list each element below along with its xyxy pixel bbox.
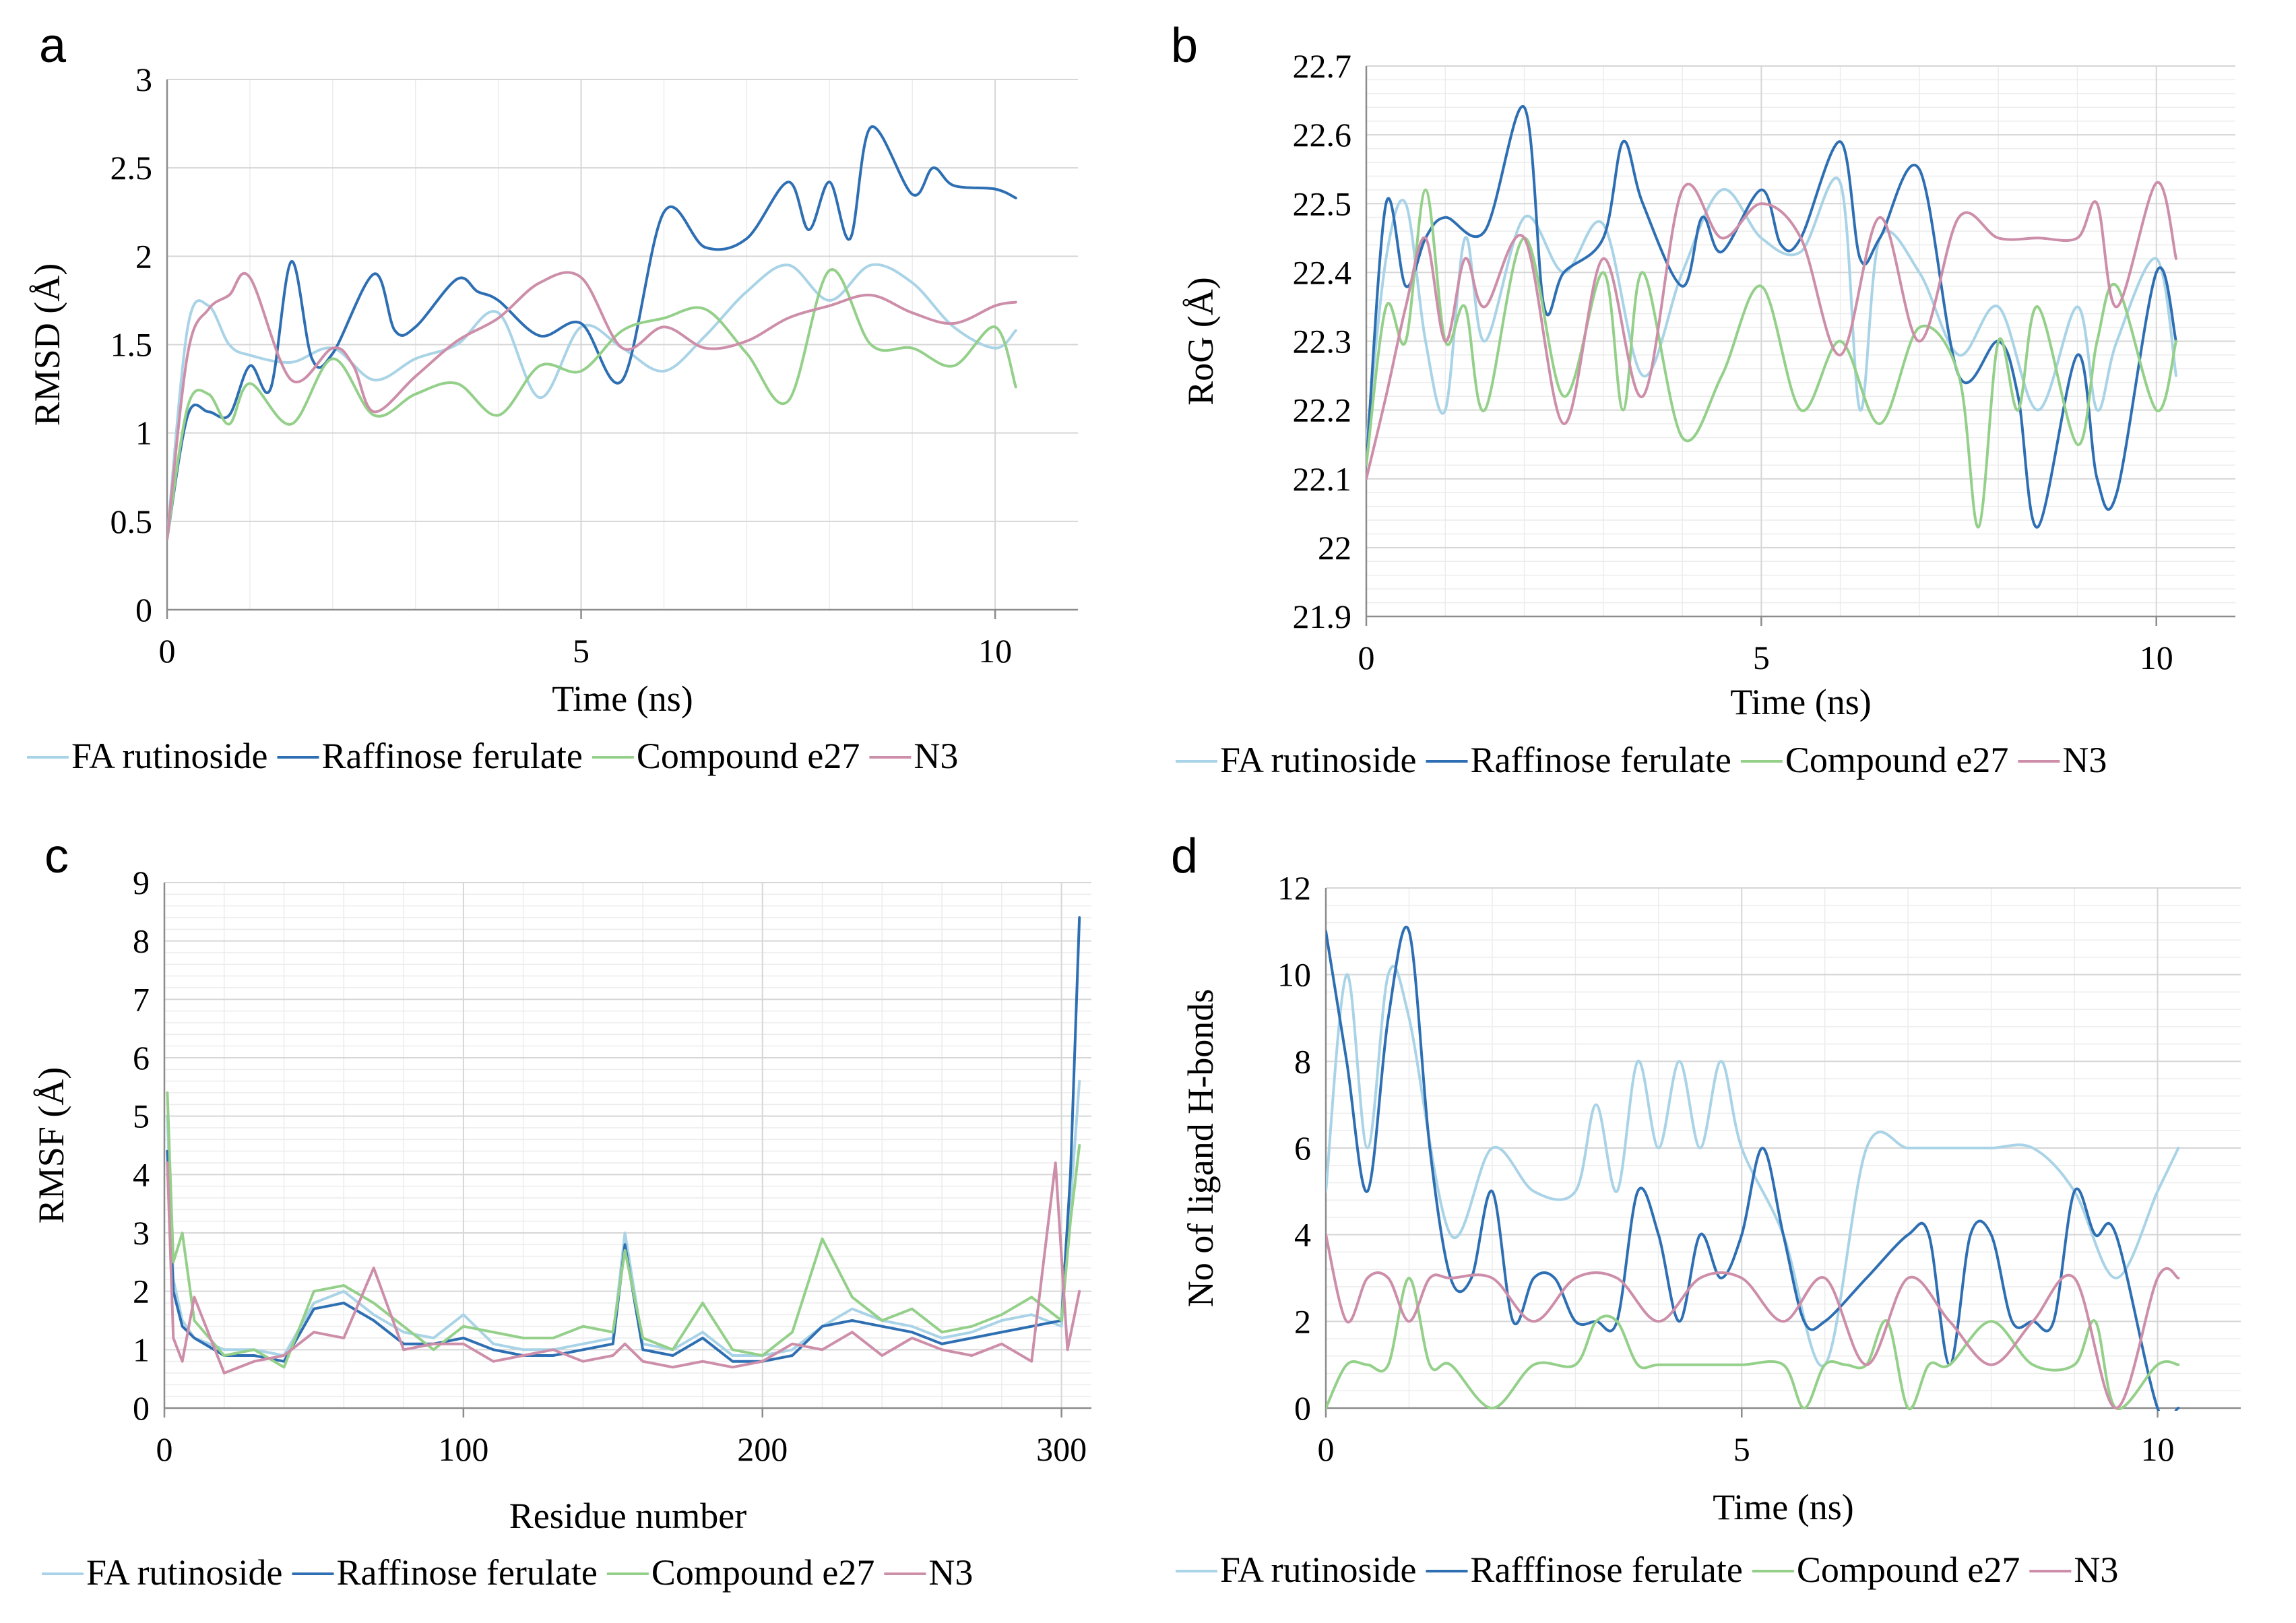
series-line-raffinose-ferulate bbox=[167, 125, 1017, 541]
series-line-n3 bbox=[1326, 1233, 2180, 1409]
series-line-fa-rutinoside bbox=[167, 263, 1017, 541]
legend-label: Compound e27 bbox=[1797, 1550, 2020, 1590]
x-tick-label: 5 bbox=[1733, 1430, 1750, 1468]
y-tick-label: 7 bbox=[133, 980, 150, 1018]
series-line-compound-e27 bbox=[1366, 188, 2177, 529]
panel-d-letter: d bbox=[1171, 829, 1198, 883]
series-line-compound-e27 bbox=[166, 1091, 1081, 1369]
panel-a-letter: a bbox=[39, 19, 67, 73]
y-tick-label: 22.5 bbox=[1293, 185, 1352, 222]
legend-label: Raffinose ferulate bbox=[322, 736, 583, 776]
series-line-raffinose-ferulate bbox=[1366, 104, 2177, 529]
panel-d-hbonds-chart: d 0 2 4 6 8 10 12 0 5 10 Time (ns) No of ligand H-bo… bbox=[1171, 829, 2241, 1590]
y-tick-label: 10 bbox=[1277, 956, 1311, 994]
legend-label: Rafffinose ferulate bbox=[1471, 1550, 1743, 1590]
series-line-compound-e27 bbox=[167, 268, 1017, 541]
y-tick-label: 2 bbox=[133, 1273, 150, 1310]
x-tick-label: 0 bbox=[1358, 639, 1375, 676]
legend-label: FA rutinoside bbox=[71, 736, 268, 776]
y-tick-label: 21.9 bbox=[1293, 598, 1352, 635]
x-axis-title: Time (ns) bbox=[1730, 682, 1872, 722]
y-tick-label: 1.5 bbox=[110, 326, 153, 364]
y-tick-label: 22.4 bbox=[1293, 253, 1352, 291]
y-axis-title: RMSF (Å) bbox=[31, 1067, 71, 1224]
legend-label: FA rutinoside bbox=[1220, 1550, 1417, 1590]
y-axis-title: No of ligand H-bonds bbox=[1180, 989, 1221, 1307]
legend-label: Compound e27 bbox=[651, 1552, 875, 1593]
x-axis-title: Residue number bbox=[509, 1496, 746, 1536]
y-tick-label: 6 bbox=[133, 1039, 150, 1077]
legend-label: N3 bbox=[928, 1552, 973, 1593]
y-tick-label: 0 bbox=[1294, 1389, 1311, 1427]
y-tick-label: 22.1 bbox=[1293, 460, 1352, 498]
x-tick-label: 5 bbox=[573, 632, 589, 670]
panel-c-legend: FA rutinoside Raffinose ferulate Compound … bbox=[42, 1552, 973, 1593]
x-tick-label: 5 bbox=[1753, 639, 1770, 676]
y-tick-label: 1 bbox=[135, 414, 152, 452]
y-tick-label: 0 bbox=[133, 1389, 150, 1427]
panel-b-letter: b bbox=[1171, 19, 1198, 73]
y-tick-label: 4 bbox=[133, 1155, 150, 1193]
panel-a-legend: FA rutinoside Raffinose ferulate Compound … bbox=[27, 736, 958, 776]
x-tick-label: 0 bbox=[1318, 1430, 1335, 1468]
x-tick-label: 100 bbox=[438, 1430, 488, 1468]
legend-label: N3 bbox=[914, 736, 958, 776]
legend-label: Compound e27 bbox=[1785, 740, 2009, 780]
y-axis-title: RoG (Å) bbox=[1180, 277, 1221, 405]
series-line-raffinose-ferulate bbox=[1326, 925, 2180, 1411]
series-line-n3 bbox=[1366, 181, 2177, 480]
legend-label: Raffinose ferulate bbox=[337, 1552, 598, 1593]
y-tick-label: 12 bbox=[1277, 869, 1311, 907]
x-tick-label: 10 bbox=[978, 632, 1012, 670]
y-tick-label: 22.7 bbox=[1293, 47, 1352, 85]
series-line-n3 bbox=[167, 271, 1017, 541]
y-tick-label: 4 bbox=[1294, 1216, 1311, 1254]
series-line-fa-rutinoside bbox=[1366, 177, 2177, 446]
panel-c-rmsf-chart: c 0 1 2 3 4 5 6 7 8 9 0 100 200 300 Residue number RMSF … bbox=[31, 829, 1091, 1593]
x-tick-label: 300 bbox=[1036, 1430, 1087, 1468]
y-tick-label: 5 bbox=[133, 1097, 150, 1135]
y-tick-label: 0 bbox=[135, 591, 152, 629]
y-tick-label: 2 bbox=[135, 237, 152, 275]
legend-label: Compound e27 bbox=[637, 736, 860, 776]
legend-label: FA rutinoside bbox=[86, 1552, 283, 1593]
legend-label: Raffinose ferulate bbox=[1471, 740, 1731, 780]
y-tick-label: 3 bbox=[135, 61, 152, 98]
y-tick-label: 22.3 bbox=[1293, 323, 1352, 360]
y-axis-title: RMSD (Å) bbox=[27, 263, 67, 426]
panel-c-letter: c bbox=[44, 829, 69, 883]
x-tick-label: 10 bbox=[2141, 1430, 2175, 1468]
y-tick-label: 2.5 bbox=[110, 149, 153, 187]
y-tick-label: 1 bbox=[133, 1331, 150, 1368]
series-line-n3 bbox=[166, 1161, 1081, 1374]
x-tick-label: 0 bbox=[159, 632, 176, 670]
panel-b-rog-chart: b 21.9 22 22.1 22.2 22.3 22.4 22.5 22.6 22.7 0 5 10 T… bbox=[1171, 19, 2235, 780]
y-tick-label: 9 bbox=[133, 864, 150, 901]
panel-b-legend: FA rutinoside Raffinose ferulate Compound … bbox=[1176, 740, 2107, 780]
y-tick-label: 3 bbox=[133, 1214, 150, 1252]
y-tick-label: 8 bbox=[1294, 1042, 1311, 1080]
series-line-fa-rutinoside bbox=[1326, 965, 2180, 1368]
y-tick-label: 0.5 bbox=[110, 503, 153, 540]
legend-label: N3 bbox=[2062, 740, 2107, 780]
y-tick-label: 22.2 bbox=[1293, 391, 1352, 429]
y-tick-label: 2 bbox=[1294, 1302, 1311, 1340]
x-tick-label: 10 bbox=[2140, 639, 2173, 676]
y-tick-label: 22.6 bbox=[1293, 116, 1352, 154]
panel-d-legend: FA rutinoside Rafffinose ferulate Compound… bbox=[1176, 1550, 2118, 1590]
x-tick-label: 200 bbox=[737, 1430, 788, 1468]
panel-a-rmsd-chart: a 0 0.5 1 1.5 2 2.5 3 0 5 10 Time (ns) RMSD (Å) FA ru… bbox=[27, 19, 1078, 776]
series-line-compound-e27 bbox=[1326, 1277, 2180, 1411]
y-tick-label: 8 bbox=[133, 922, 150, 960]
x-axis-title: Time (ns) bbox=[1713, 1487, 1854, 1527]
y-tick-label: 22 bbox=[1318, 529, 1351, 567]
x-tick-label: 0 bbox=[156, 1430, 173, 1468]
x-axis-title: Time (ns) bbox=[552, 678, 693, 719]
y-tick-label: 6 bbox=[1294, 1129, 1311, 1167]
legend-label: N3 bbox=[2074, 1550, 2118, 1590]
legend-label: FA rutinoside bbox=[1220, 740, 1417, 780]
